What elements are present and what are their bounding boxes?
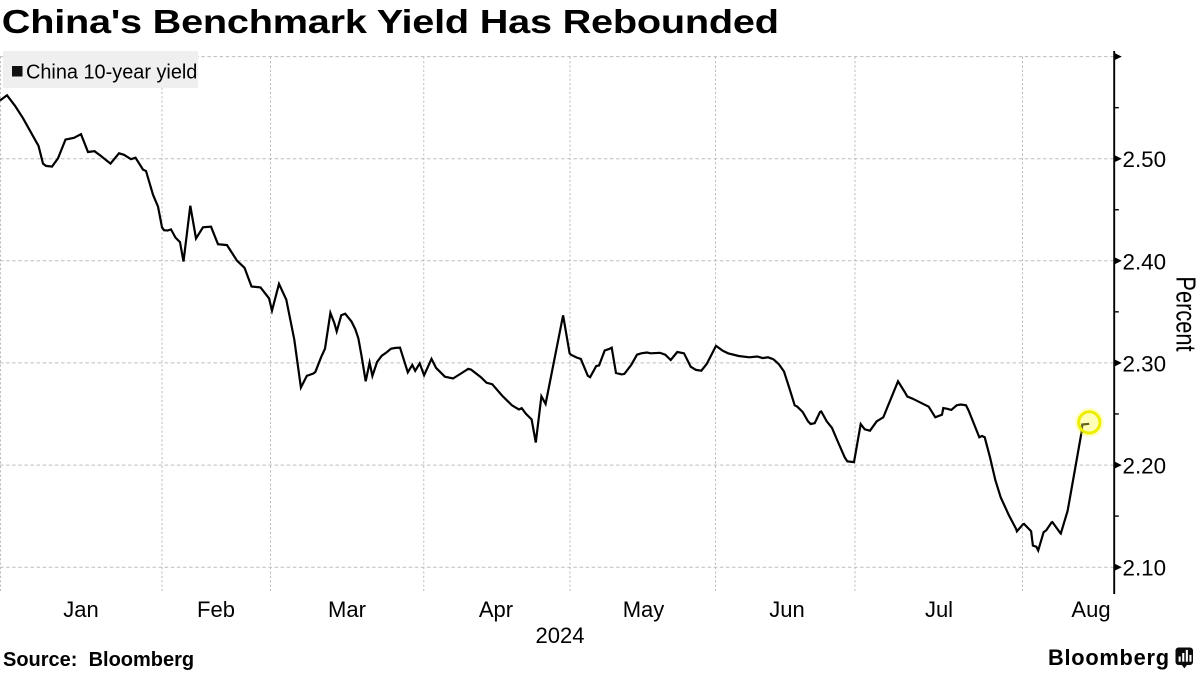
svg-text:Percent: Percent bbox=[1170, 276, 1200, 351]
svg-text:2.10: 2.10 bbox=[1123, 556, 1167, 581]
svg-text:Jan: Jan bbox=[63, 597, 98, 622]
svg-text:Source: Bloomberg: Source: Bloomberg bbox=[3, 649, 194, 671]
svg-text:Jul: Jul bbox=[925, 597, 953, 622]
svg-text:China's Benchmark Yield Has Re: China's Benchmark Yield Has Rebounded bbox=[2, 3, 779, 40]
svg-text:China 10-year yield: China 10-year yield bbox=[26, 62, 197, 84]
svg-text:May: May bbox=[623, 597, 665, 622]
svg-text:Jun: Jun bbox=[769, 597, 804, 622]
svg-text:Feb: Feb bbox=[197, 597, 235, 622]
svg-text:Aug: Aug bbox=[1071, 597, 1110, 622]
svg-text:2.40: 2.40 bbox=[1123, 249, 1167, 274]
svg-text:2.30: 2.30 bbox=[1123, 351, 1167, 376]
svg-text:2.50: 2.50 bbox=[1123, 147, 1167, 172]
svg-text:2024: 2024 bbox=[536, 623, 585, 648]
svg-text:2.20: 2.20 bbox=[1123, 454, 1167, 479]
svg-text:Mar: Mar bbox=[328, 597, 366, 622]
svg-text:Bloomberg: Bloomberg bbox=[1048, 645, 1170, 670]
svg-text:Apr: Apr bbox=[479, 597, 513, 622]
